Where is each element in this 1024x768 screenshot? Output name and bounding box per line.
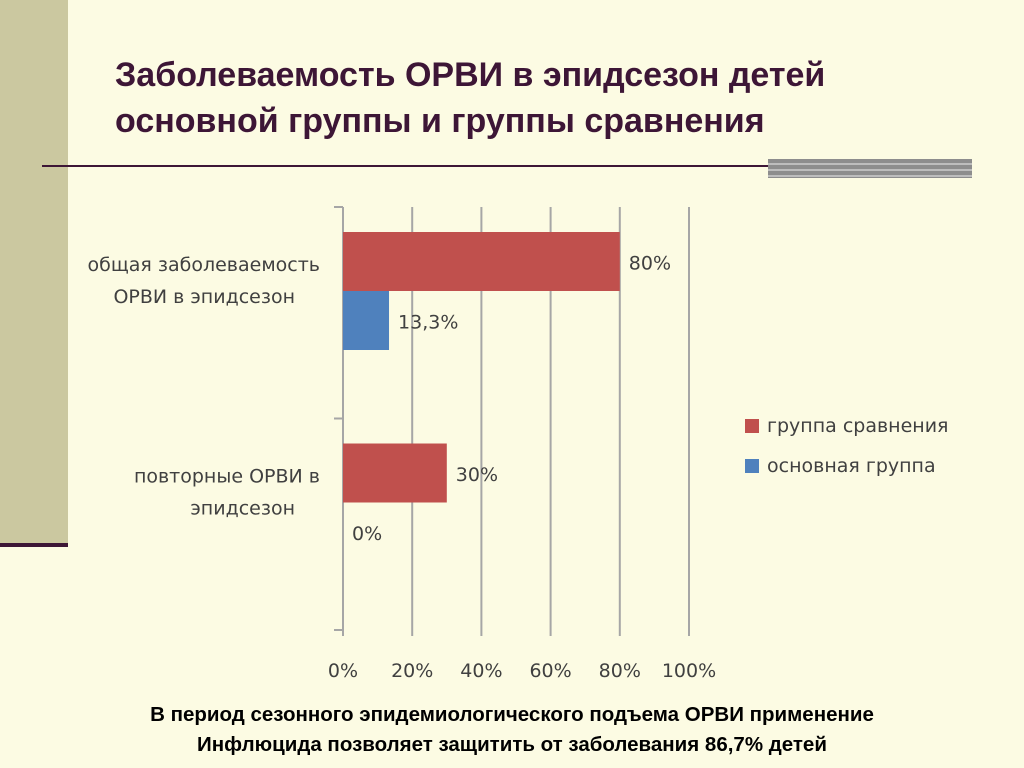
data-label: 80%	[629, 253, 671, 275]
x-tick-label: 0%	[328, 660, 358, 682]
x-tick-label: 40%	[460, 660, 502, 682]
x-tick-label: 20%	[391, 660, 433, 682]
legend-label: основная группа	[767, 455, 936, 477]
title-divider	[42, 165, 972, 167]
slide-footer: В период сезонного эпидемиологического п…	[20, 700, 1004, 760]
category-label: общая заболеваемость	[88, 254, 320, 276]
bar	[343, 291, 390, 350]
legend-swatch	[745, 459, 759, 473]
category-label: эпидсезон	[190, 498, 295, 520]
bar	[343, 443, 447, 503]
legend-swatch	[745, 419, 759, 433]
footer-line-1: В период сезонного эпидемиологического п…	[150, 703, 874, 726]
x-tick-label: 100%	[662, 660, 716, 682]
footer-line-2: Инфлюцида позволяет защитить от заболева…	[197, 733, 827, 756]
legend-label: группа сравнения	[767, 415, 948, 437]
left-decorative-band	[0, 0, 68, 545]
x-tick-label: 80%	[599, 660, 641, 682]
slide-title-line-1: Заболеваемость ОРВИ в эпидсезон детей	[115, 56, 826, 94]
slide-title: Заболеваемость ОРВИ в эпидсезон детей ос…	[115, 52, 995, 144]
bar-chart: 0% 20% 40% 60% 80% 100% 80% 13,3% общая заболева…	[88, 206, 948, 682]
category-label: повторные ОРВИ в	[134, 466, 320, 488]
slide-title-line-2: основной группы и группы сравнения	[115, 102, 765, 140]
bar	[343, 232, 620, 291]
data-label: 13,3%	[398, 312, 458, 334]
x-tick-label: 60%	[529, 660, 571, 682]
data-label: 0%	[352, 523, 382, 545]
data-label: 30%	[456, 464, 498, 486]
left-band-rule	[0, 543, 68, 547]
category-label: ОРВИ в эпидсезон	[113, 286, 295, 308]
title-accent-bar	[768, 159, 972, 178]
